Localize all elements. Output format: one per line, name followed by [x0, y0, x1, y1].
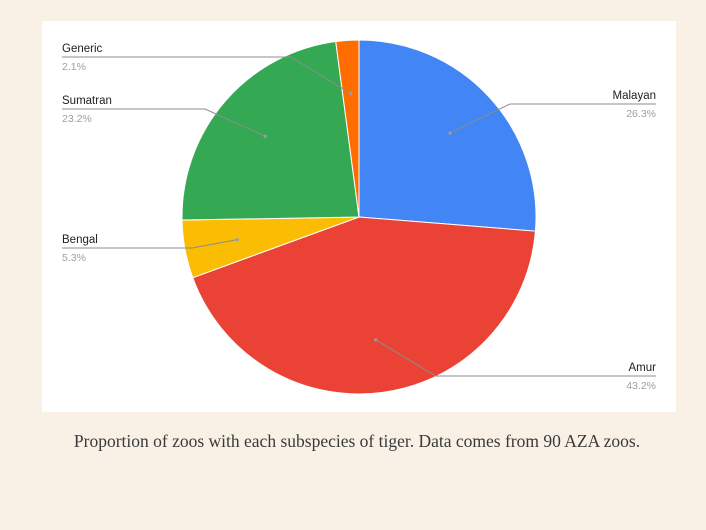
pie-chart-canvas: Malayan 26.3% Amur 43.2% Bengal 5.3% Sumatran 2…: [62, 39, 656, 395]
callout-line-malayan: [449, 103, 656, 134]
slice-label-sumatran: Sumatran: [62, 95, 112, 107]
slice-label-bengal: Bengal: [62, 234, 98, 246]
callout-dot-amur: [374, 338, 378, 342]
callout-generic: Generic 2.1%: [62, 43, 353, 95]
callout-dot-sumatran: [263, 134, 267, 138]
pie-slice-amur: [192, 216, 536, 395]
callout-line-amur: [375, 339, 656, 377]
pie-slice-generic: [335, 39, 360, 218]
slice-label-generic: Generic: [62, 43, 103, 55]
callout-dot-bengal: [235, 238, 239, 242]
slice-value-bengal: 5.3%: [62, 252, 86, 264]
callout-malayan: Malayan 26.3%: [448, 90, 656, 135]
callout-dot-malayan: [448, 131, 452, 135]
callout-line-bengal: [62, 239, 238, 249]
callout-dot-generic: [349, 91, 353, 95]
pie-slices: [181, 39, 537, 395]
slice-value-sumatran: 23.2%: [62, 113, 92, 125]
pie-slice-malayan: [358, 39, 537, 232]
callout-line-generic: [62, 56, 352, 94]
pie-slice-sumatran: [181, 40, 360, 221]
pie-callouts: Malayan 26.3% Amur 43.2% Bengal 5.3% Sumatran 2…: [62, 43, 656, 392]
slice-value-generic: 2.1%: [62, 61, 86, 73]
slice-value-malayan: 26.3%: [626, 108, 656, 120]
callout-sumatran: Sumatran 23.2%: [62, 95, 267, 138]
slice-label-malayan: Malayan: [613, 90, 656, 102]
callout-bengal: Bengal 5.3%: [62, 234, 239, 264]
slice-label-amur: Amur: [629, 362, 657, 374]
figure-caption: Proportion of zoos with each subspecies …: [73, 431, 641, 451]
callout-line-sumatran: [62, 108, 266, 137]
pie-chart: Malayan 26.3% Amur 43.2% Bengal 5.3% Sumatran 2…: [42, 21, 676, 412]
callout-amur: Amur 43.2%: [374, 338, 656, 392]
slice-value-amur: 43.2%: [626, 380, 656, 392]
